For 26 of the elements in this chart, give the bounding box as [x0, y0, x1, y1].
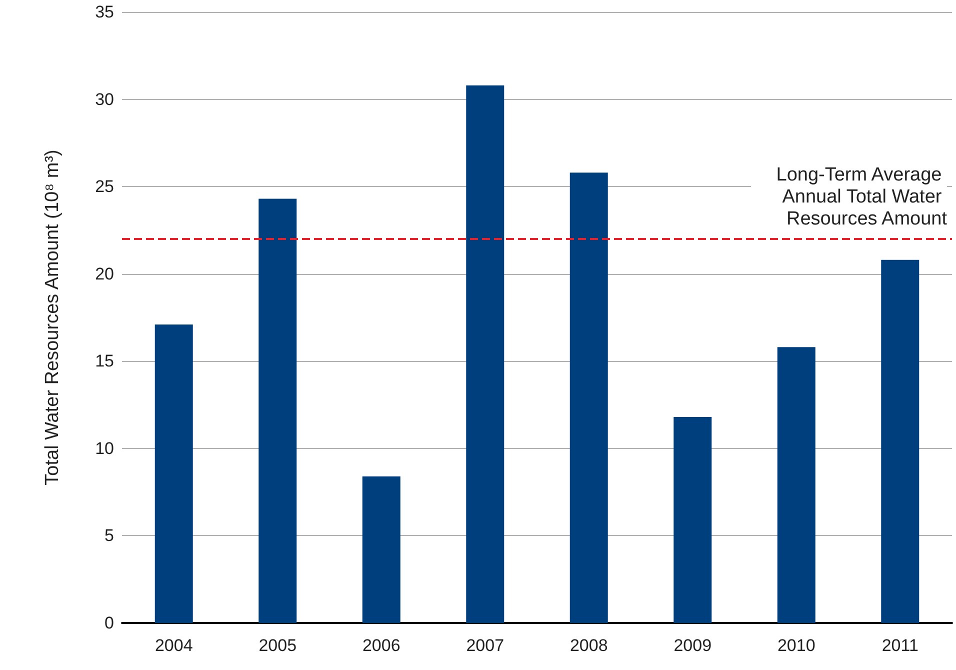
- bar: [362, 476, 400, 623]
- y-tick-label: 10: [95, 438, 114, 458]
- x-tick-label: 2006: [362, 636, 400, 655]
- y-tick-label: 20: [95, 264, 114, 284]
- x-tick-label: 2005: [258, 636, 297, 655]
- bar: [154, 324, 193, 623]
- x-tick-label: 2010: [777, 636, 816, 655]
- y-tick-label: 35: [95, 2, 114, 22]
- x-tick-label: 2004: [154, 636, 193, 655]
- ref-line-label: Long-Term Average Annual Total Water Resources Amount: [776, 164, 948, 230]
- x-tick-label: 2008: [570, 636, 608, 655]
- bar: [258, 198, 297, 623]
- bar: [777, 347, 816, 623]
- bar: [674, 417, 712, 623]
- x-tick-label: 2011: [882, 636, 918, 655]
- y-axis-title: Total Water Resources Amount (10⁸ m³): [42, 150, 63, 486]
- y-tick-label: 25: [95, 177, 114, 196]
- y-tick-label: 30: [95, 90, 114, 109]
- bar: [466, 85, 504, 623]
- x-tick-label: 2009: [674, 636, 712, 655]
- bar: [570, 172, 608, 623]
- y-tick-label: 15: [95, 352, 114, 371]
- x-tick-label: 2007: [466, 636, 504, 655]
- y-tick-label: 5: [104, 526, 114, 546]
- bar: [881, 260, 920, 623]
- y-tick-label: 0: [104, 614, 114, 632]
